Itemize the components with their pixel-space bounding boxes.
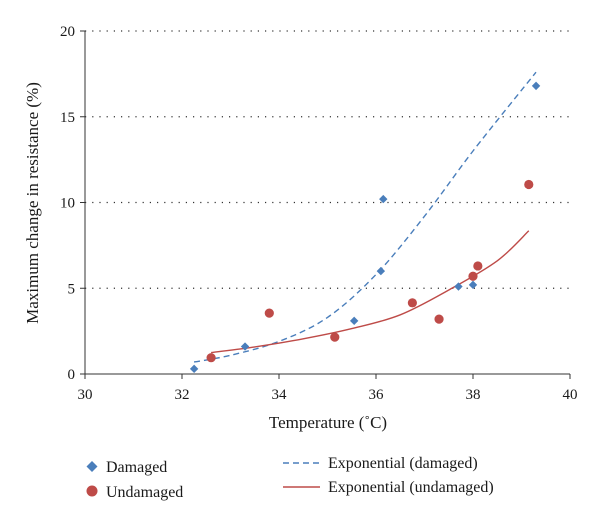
y-tick-label-20: 20 [60,24,75,40]
legend-marker-damaged [86,461,98,472]
grid-lines [85,30,570,289]
data-points [189,81,541,374]
x-tick-label-34: 34 [272,387,288,403]
x-tick-label-30: 30 [78,387,93,403]
x-tick-label-40: 40 [563,387,578,403]
legend-item-exp-damaged: Exponential (damaged) [283,455,478,472]
y-axis-title: Maximum change in resistance (%) [23,82,42,324]
legend-label-undamaged: Undamaged [106,484,183,501]
legend-item-damaged: Damaged [86,459,167,476]
point-damaged-6 [468,280,478,290]
x-tick-label-36: 36 [369,387,385,403]
legend-label-exp-undamaged: Exponential (undamaged) [328,479,494,496]
x-axis-title: Temperature (˚C) [269,413,387,432]
legend-item-undamaged: Undamaged [86,484,183,501]
legend-item-exp-undamaged: Exponential (undamaged) [283,479,494,496]
point-damaged-3 [376,266,386,276]
y-tick-label-15: 15 [60,110,75,126]
point-undamaged-3 [407,298,417,308]
point-undamaged-4 [434,314,444,324]
point-damaged-4 [379,194,388,204]
point-undamaged-2 [330,332,340,342]
point-damaged-2 [349,316,359,326]
point-undamaged-1 [264,308,274,318]
point-damaged-0 [189,364,199,374]
point-undamaged-7 [524,179,534,190]
point-undamaged-5 [468,271,478,281]
trendline-exp-undamaged [211,230,530,354]
trendlines [193,71,537,363]
trendline-exp-damaged [193,71,537,363]
point-damaged-1 [240,342,250,351]
x-tick-label-38: 38 [466,387,481,403]
point-damaged-7 [531,81,541,91]
legend-label-exp-damaged: Exponential (damaged) [328,455,478,472]
y-tick-label-0: 0 [68,367,76,383]
x-tick-label-32: 32 [175,387,190,403]
tick-marks [80,30,571,379]
point-undamaged-6 [473,261,483,271]
tick-labels: 0 5 10 15 20 30 32 34 36 38 40 [60,24,578,403]
legend-label-damaged: Damaged [106,459,167,476]
point-undamaged-0 [206,353,216,363]
y-tick-label-5: 5 [68,281,76,297]
legend-marker-undamaged [86,485,98,497]
y-tick-label-10: 10 [60,196,75,212]
point-damaged-5 [454,282,463,291]
legend: Damaged Undamaged Exponential (damaged) … [86,455,494,501]
